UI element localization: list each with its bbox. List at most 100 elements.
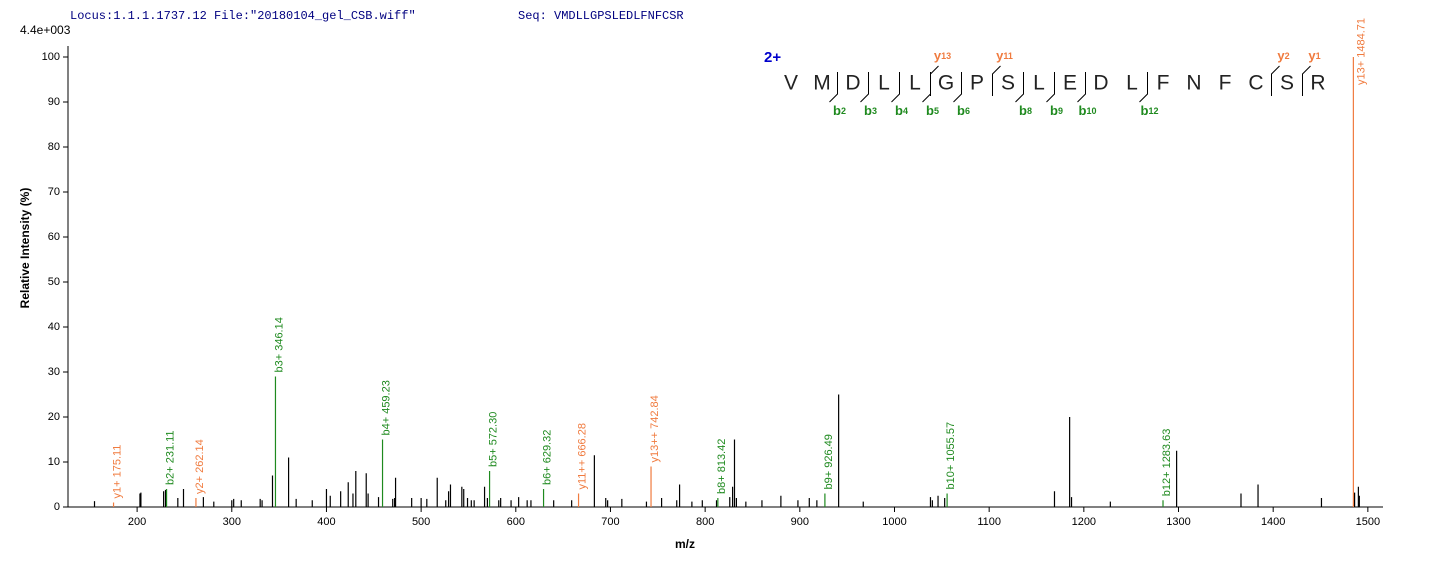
b-ion-label: b3: [864, 103, 877, 118]
y-ion-label-number: 11: [1003, 51, 1013, 61]
y-tick-label: 20: [48, 411, 60, 423]
x-tick-label: 200: [128, 516, 146, 528]
residue: L: [1033, 72, 1045, 95]
peak-label: b12+ 1283.63: [1161, 429, 1173, 497]
b-ion-label-letter: b: [926, 103, 934, 118]
y-tick-label: 80: [48, 141, 60, 153]
header: Locus:1.1.1.1737.12 File:"20180104_gel_C…: [70, 9, 416, 23]
scale-label: 4.4e+003: [20, 23, 71, 37]
residue: D: [845, 72, 860, 95]
y-tick-label: 40: [48, 321, 60, 333]
b-ion-label-number: 12: [1148, 106, 1158, 116]
y-ion-label-number: 1: [1316, 51, 1321, 61]
x-tick-label: 600: [507, 516, 525, 528]
x-tick-label: 500: [412, 516, 430, 528]
sequence-header: Seq: VMDLLGPSLEDLFNFCSR: [518, 9, 684, 23]
y-tick-label: 60: [48, 231, 60, 243]
x-tick-label: 900: [791, 516, 809, 528]
x-tick-label: 300: [223, 516, 241, 528]
y-ion-mark: [992, 65, 1001, 96]
b-ion-mark: [1139, 72, 1148, 103]
residue: R: [1310, 72, 1325, 95]
b-ion-label: b2: [833, 103, 846, 118]
x-tick-label: 1100: [977, 516, 1001, 528]
peak-label: b10+ 1055.57: [945, 422, 957, 490]
b-ion-label: b5: [926, 103, 939, 118]
b-ion-label-number: 3: [872, 106, 877, 116]
peak-label: y11++ 666.28: [576, 423, 588, 489]
peak-label: b8+ 813.42: [716, 439, 728, 494]
residue: S: [1001, 72, 1015, 95]
x-axis-label: m/z: [675, 537, 695, 551]
y-ion-mark: [930, 65, 939, 96]
b-ion-label: b9: [1050, 103, 1063, 118]
y-axis-label: Relative Intensity (%): [18, 188, 32, 309]
charge-label: 2+: [764, 49, 781, 66]
residue: V: [784, 72, 798, 95]
y-tick-label: 90: [48, 96, 60, 108]
peak-label: y2+ 262.14: [194, 439, 206, 494]
y-tick-label: 50: [48, 276, 60, 288]
b-ion-label: b12: [1141, 103, 1159, 118]
y-ion-label: y2: [1277, 48, 1289, 63]
b-ion-label: b10: [1079, 103, 1097, 118]
peak-label: y13+ 1484.71: [1355, 18, 1367, 85]
b-ion-label-number: 9: [1058, 106, 1063, 116]
b-ion-label-number: 10: [1086, 106, 1096, 116]
x-tick-label: 1400: [1261, 516, 1285, 528]
y-tick-label: 100: [42, 51, 60, 63]
b-ion-label-letter: b: [957, 103, 965, 118]
peak-label: b3+ 346.14: [273, 317, 285, 372]
y-ion-label-letter: y: [934, 48, 942, 63]
b-ion-label-number: 4: [903, 106, 908, 116]
residue: M: [813, 72, 831, 95]
y-ion-label-letter: y: [1308, 48, 1316, 63]
b-ion-label-letter: b: [1141, 103, 1149, 118]
b-ion-label: b4: [895, 103, 908, 118]
b-ion-mark: [860, 72, 869, 103]
b-ion-mark: [1046, 72, 1055, 103]
peak-label: b4+ 459.23: [380, 380, 392, 435]
b-ion-mark: [1015, 72, 1024, 103]
peak-label: b2+ 231.11: [164, 430, 176, 485]
residue: S: [1280, 72, 1294, 95]
b-ion-mark: [922, 72, 931, 103]
y-tick-label: 0: [54, 501, 60, 513]
peak-label: b9+ 926.49: [823, 434, 835, 489]
y-tick-label: 10: [48, 456, 60, 468]
b-ion-label-number: 6: [965, 106, 970, 116]
y-ion-mark: [1271, 65, 1280, 96]
peak-label: y13++ 742.84: [649, 395, 661, 462]
y-tick-label: 30: [48, 366, 60, 378]
residue: F: [1157, 72, 1170, 95]
x-tick-label: 1300: [1166, 516, 1190, 528]
residue: L: [909, 72, 921, 95]
b-ion-label-letter: b: [1079, 103, 1087, 118]
b-ion-label-letter: b: [1019, 103, 1027, 118]
residue: L: [878, 72, 890, 95]
x-tick-label: 700: [601, 516, 619, 528]
residue: E: [1063, 72, 1077, 95]
residue: N: [1186, 72, 1201, 95]
b-ion-label-letter: b: [1050, 103, 1058, 118]
x-tick-label: 1500: [1356, 516, 1380, 528]
y-ion-label-number: 2: [1285, 51, 1290, 61]
residue: D: [1093, 72, 1108, 95]
b-ion-label-letter: b: [895, 103, 903, 118]
residue: P: [970, 72, 984, 95]
b-ion-label: b6: [957, 103, 970, 118]
b-ion-mark: [953, 72, 962, 103]
b-ion-mark: [891, 72, 900, 103]
peak-label: b6+ 629.32: [541, 430, 553, 485]
y-ion-label: y13: [934, 48, 951, 63]
b-ion-mark: [1077, 72, 1086, 103]
b-ion-label-number: 2: [841, 106, 846, 116]
x-tick-label: 400: [317, 516, 335, 528]
b-ion-label-letter: b: [864, 103, 872, 118]
residue: F: [1219, 72, 1232, 95]
x-tick-label: 1000: [882, 516, 906, 528]
y-ion-mark: [1302, 65, 1311, 96]
b-ion-label-letter: b: [833, 103, 841, 118]
residue: C: [1248, 72, 1263, 95]
